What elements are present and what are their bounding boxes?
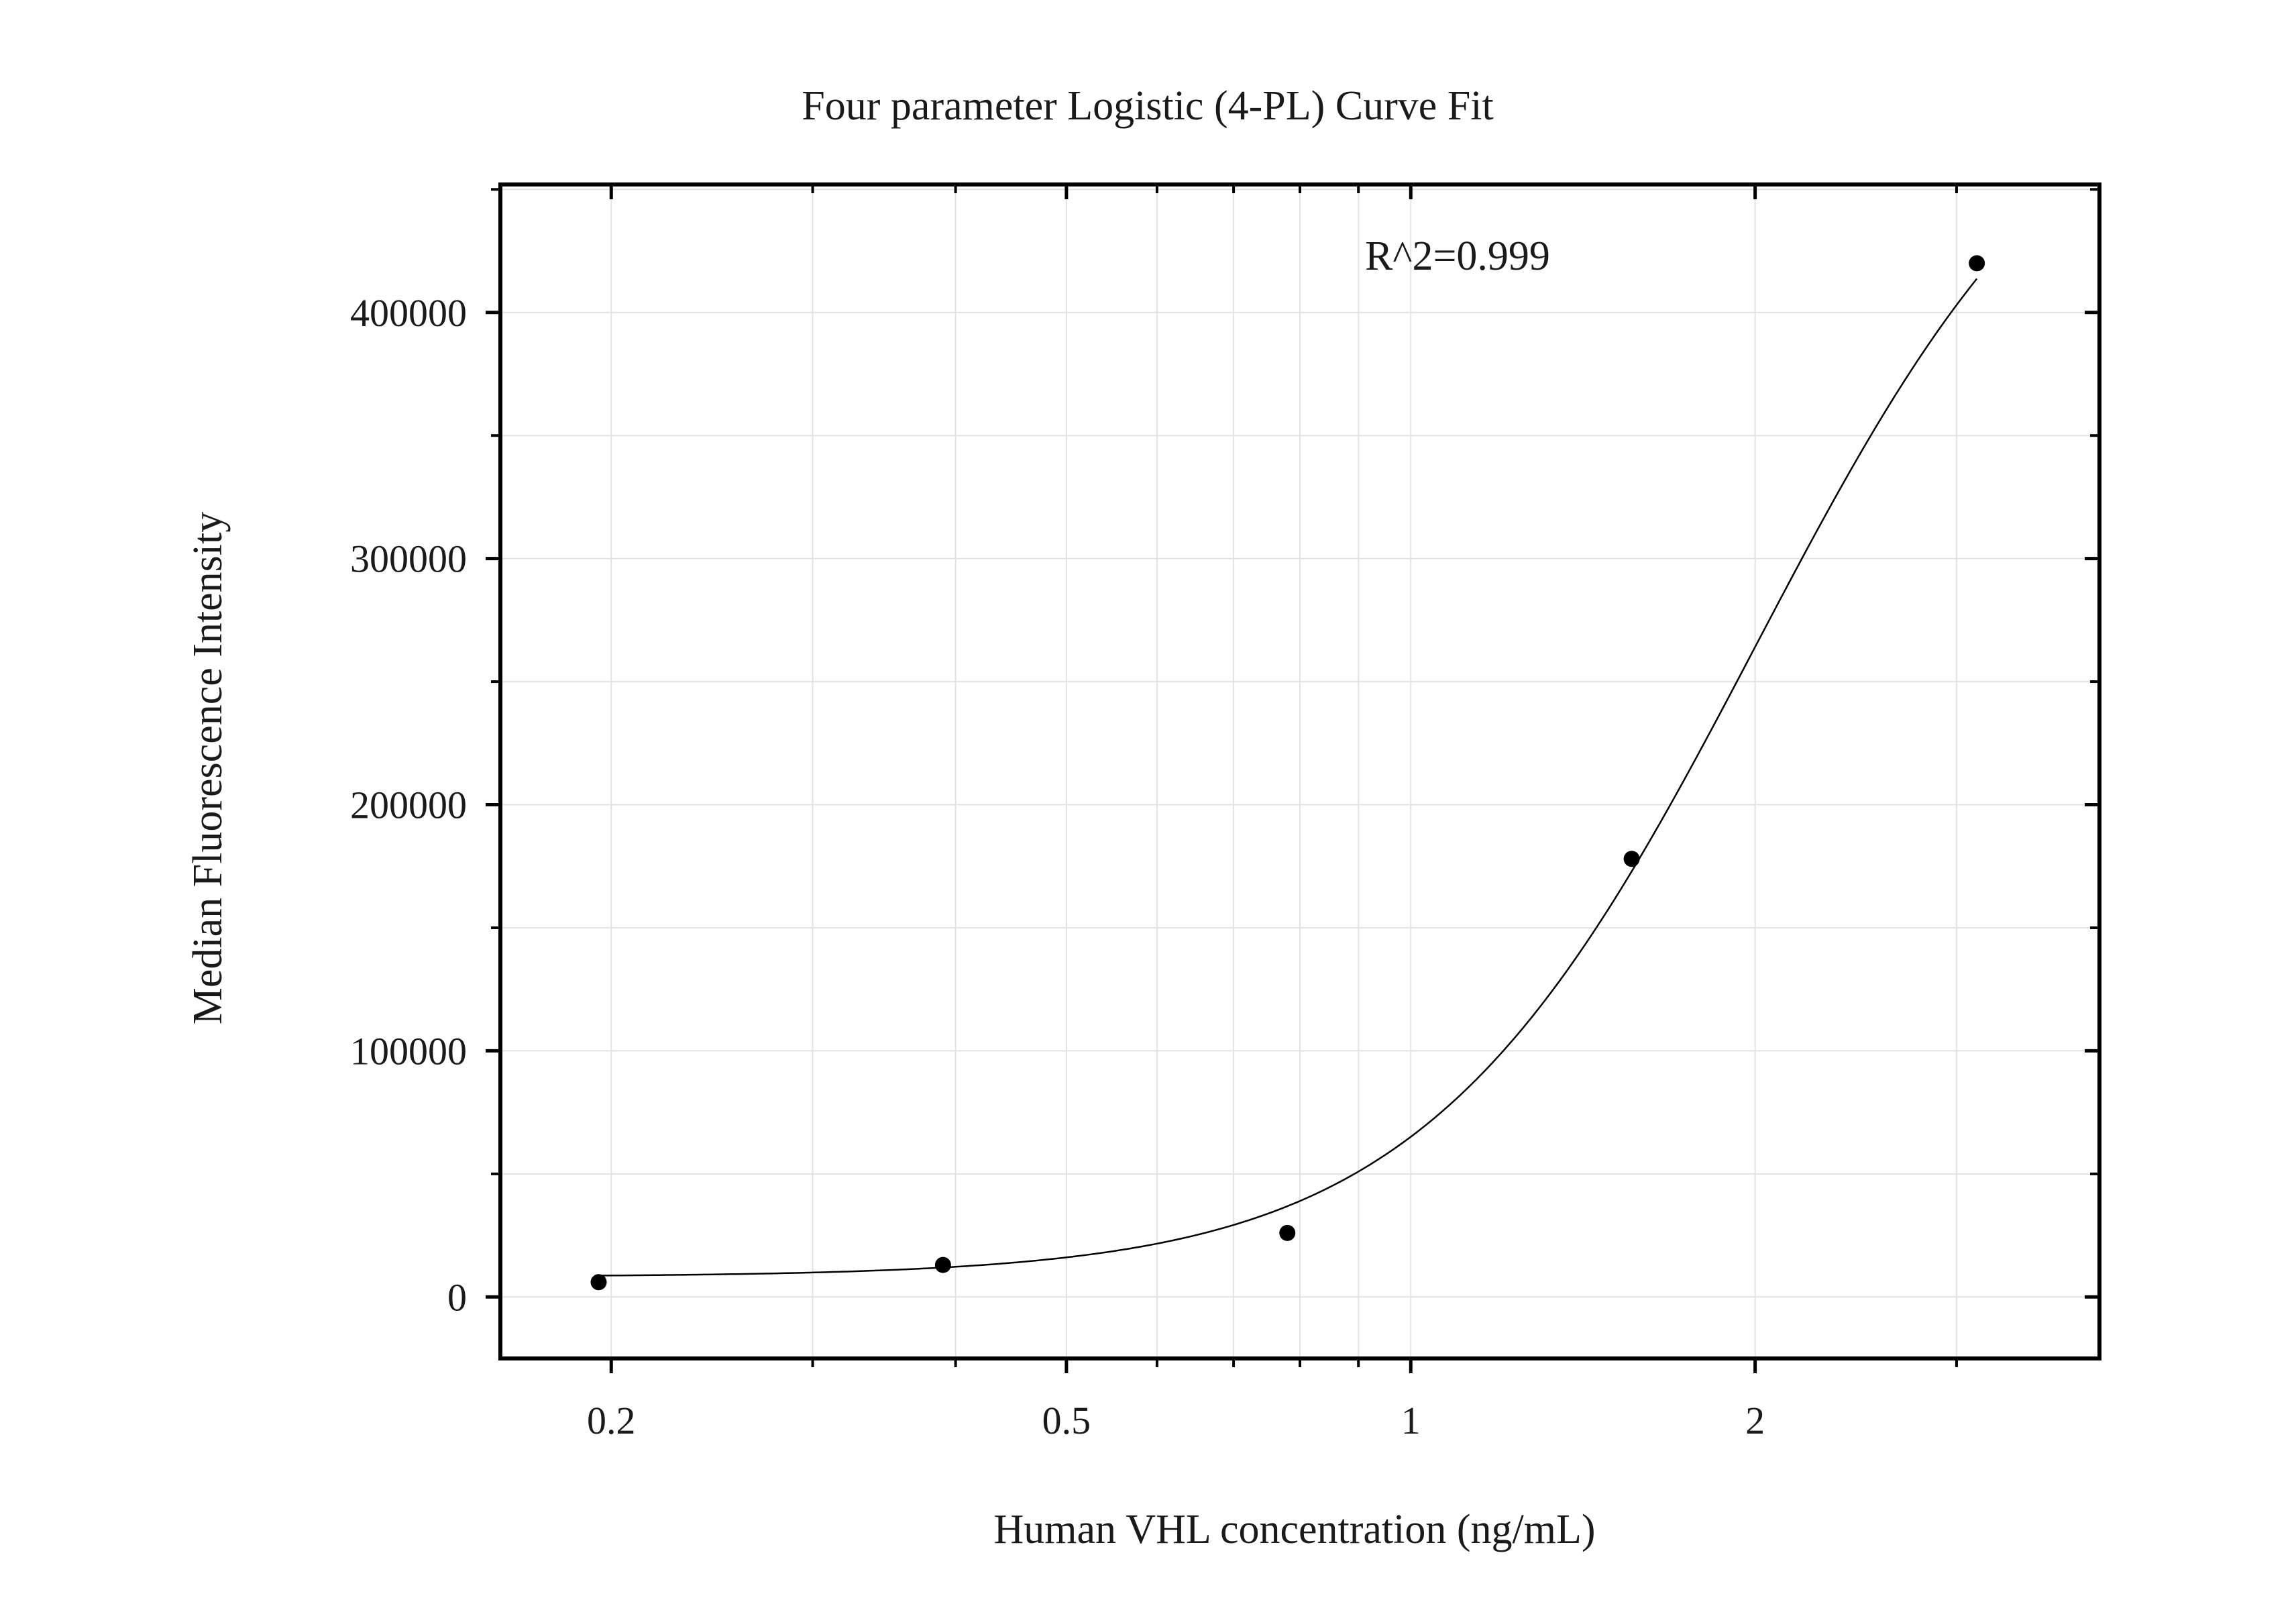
grid-lines <box>500 184 2099 1358</box>
x-tick-label: 0.5 <box>1042 1399 1091 1442</box>
y-axis-label: Median Fluorescence Intensity <box>185 512 231 1024</box>
x-tick-label: 2 <box>1745 1399 1765 1442</box>
data-point <box>1623 851 1640 867</box>
y-tick-label: 300000 <box>350 537 467 581</box>
x-tick-label: 0.2 <box>587 1399 636 1442</box>
x-axis-label: Human VHL concentration (ng/mL) <box>993 1507 1595 1552</box>
y-tick-label: 200000 <box>350 784 467 827</box>
y-tick-label: 100000 <box>350 1029 467 1073</box>
chart-title: Four parameter Logistic (4-PL) Curve Fit <box>802 83 1493 129</box>
axes: 0.2 0.5 1 2 0 100000 200000 300000 400000 <box>350 184 2099 1442</box>
data-point <box>1279 1224 1296 1241</box>
data-points <box>590 255 1985 1291</box>
x-tick-label: 1 <box>1401 1399 1421 1442</box>
data-point <box>1969 255 1985 272</box>
fit-curve <box>598 278 1978 1277</box>
y-tick-label: 400000 <box>350 291 467 335</box>
fit-curve-layer <box>598 278 1978 1277</box>
r-squared-annotation: R^2=0.999 <box>1365 233 1550 279</box>
data-point <box>590 1274 607 1291</box>
y-tick-label: 0 <box>447 1275 467 1319</box>
data-point <box>934 1257 951 1273</box>
plot-frame <box>498 182 2101 1360</box>
